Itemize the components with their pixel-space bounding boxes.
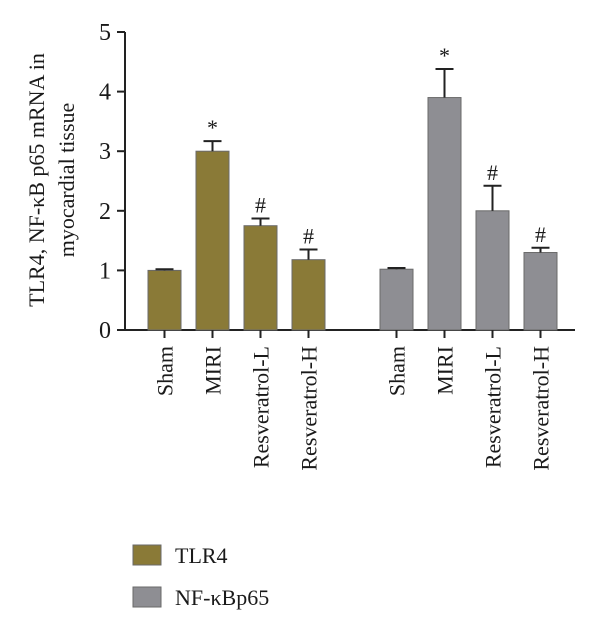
y-tick-label: 5 bbox=[99, 20, 111, 46]
bar bbox=[291, 259, 326, 331]
x-tick-label: Resveratrol-H bbox=[297, 346, 322, 471]
y-tick-label: 3 bbox=[99, 139, 111, 165]
y-axis-title: TLR4, NF-κB p65 mRNA in myocardial tissu… bbox=[24, 53, 79, 307]
x-tick-label: Sham bbox=[385, 346, 410, 396]
bar bbox=[427, 97, 462, 331]
x-tick-label: Resveratrol-H bbox=[529, 346, 554, 471]
x-tick-label: MIRI bbox=[433, 346, 458, 395]
y-tick-label: 4 bbox=[99, 80, 111, 106]
significance-marker: # bbox=[303, 224, 314, 249]
x-tick-label: Sham bbox=[153, 346, 178, 396]
y-tick-label: 1 bbox=[99, 258, 111, 284]
bar bbox=[147, 269, 182, 331]
significance-marker: * bbox=[439, 43, 450, 68]
legend: TLR4 NF-κBp65 bbox=[132, 543, 269, 610]
x-tick-label: Resveratrol-L bbox=[481, 346, 506, 468]
bar bbox=[523, 252, 558, 331]
x-tick-label: Resveratrol-L bbox=[249, 346, 274, 468]
y-axis-title-line-1: TLR4, NF-κB p65 mRNA in bbox=[24, 53, 49, 307]
y-tick-label: 0 bbox=[99, 318, 111, 344]
y-axis-ticks: 0 1 2 3 4 5 bbox=[99, 20, 125, 344]
legend-swatch bbox=[132, 544, 162, 566]
legend-swatch bbox=[132, 586, 162, 608]
legend-label: TLR4 bbox=[175, 543, 228, 568]
bar bbox=[195, 150, 230, 331]
bar bbox=[243, 225, 278, 331]
bars-layer: Sham * MIRI # Resveratrol-L # Resveratrol-H Sha… bbox=[147, 43, 558, 471]
bar bbox=[379, 268, 414, 331]
significance-marker: * bbox=[207, 115, 218, 140]
y-axis-title-line-2: myocardial tissue bbox=[54, 103, 79, 258]
significance-marker: # bbox=[535, 222, 546, 247]
x-tick-label: MIRI bbox=[201, 346, 226, 395]
legend-label: NF-κBp65 bbox=[175, 585, 269, 610]
bar bbox=[475, 210, 510, 331]
significance-marker: # bbox=[255, 193, 266, 218]
y-tick-label: 2 bbox=[99, 199, 111, 225]
significance-marker: # bbox=[487, 160, 498, 185]
